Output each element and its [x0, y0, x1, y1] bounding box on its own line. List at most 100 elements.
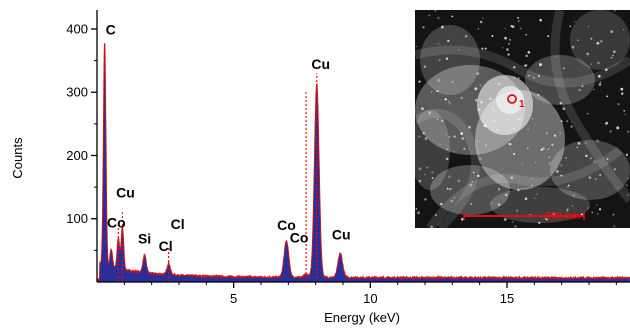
nanoparticle-dot [576, 146, 579, 148]
x-tick-label: 15 [500, 291, 514, 306]
nanoparticle-dot [477, 174, 480, 178]
nanoparticle-dot [507, 119, 509, 121]
peak-labels: C Cu Co Si Cl Cl Co Cu Co Cu [106, 22, 351, 254]
nanoparticle-dot [517, 76, 520, 80]
peak-label: Cu [311, 56, 330, 72]
nanoparticle-dot [439, 143, 441, 146]
nanoparticle-dot [451, 81, 454, 83]
nanoparticle-dot [598, 74, 601, 78]
nanoparticle-dot [421, 107, 424, 111]
nanoparticle-dot [596, 139, 600, 143]
nanoparticle-dot [424, 173, 426, 176]
nanoparticle-dot [534, 161, 537, 164]
nanoparticle-dot [604, 122, 607, 125]
peak-label: C [106, 22, 116, 38]
nanoparticle-dot [426, 166, 429, 169]
nanoparticle-dot [627, 177, 630, 180]
nanoparticle-dot [591, 211, 593, 214]
nanoparticle-dot [418, 179, 422, 183]
nanoparticle-dot [565, 157, 568, 159]
nanoparticle-dot [594, 178, 597, 181]
nanoparticle-dot [587, 25, 590, 28]
nanoparticle-dot [571, 205, 574, 207]
y-axis-title: Counts [10, 137, 25, 179]
nanoparticle-dot [477, 108, 481, 111]
nanoparticle-dot [538, 221, 541, 224]
nanoparticle-dot [493, 120, 495, 122]
nanoparticle-dot [536, 193, 538, 196]
nanoparticle-dot [453, 135, 456, 138]
peak-label: Co [107, 215, 126, 231]
nanoparticle-dot [461, 217, 464, 221]
nanoparticle-dot [606, 158, 609, 160]
nanoparticle-dot [626, 194, 629, 196]
nanofiber [550, 10, 630, 203]
scale-bar-label: 200 nm [546, 211, 581, 222]
nanoparticle-dot [424, 198, 427, 201]
nanoparticle-dot [539, 63, 543, 67]
nanoparticle-dot [540, 148, 544, 151]
nanoparticle-dot [497, 82, 501, 86]
nanoparticle-dot [542, 147, 545, 150]
peak-label: Co [290, 229, 309, 245]
nanofiber [415, 45, 630, 88]
nanoparticle-dot [489, 97, 492, 101]
nanoparticle-dot [539, 18, 543, 22]
nanoparticle-dot [556, 170, 559, 173]
nanoparticle-dot [533, 77, 535, 79]
analysis-point-label: 1 [519, 99, 525, 110]
nanoparticle-dot [511, 25, 515, 29]
particle-region [570, 10, 630, 70]
nanoparticle-dot [424, 137, 428, 140]
nanoparticle-dot [475, 98, 478, 102]
peak-label: Cu [332, 227, 351, 243]
nanoparticle-dot [559, 132, 562, 134]
particle-region [490, 187, 590, 223]
nanoparticle-dot [458, 49, 460, 51]
nanoparticle-dot [451, 15, 454, 18]
nanoparticle-dot [434, 213, 437, 217]
x-axis-title: Energy (keV) [324, 310, 400, 325]
nanoparticle-dot [610, 57, 613, 59]
nanoparticle-dot [476, 139, 479, 143]
nanoparticle-dot [457, 179, 461, 183]
nanoparticle-dot [512, 65, 516, 69]
nanoparticle-dot [525, 54, 528, 58]
peak-marker-lines [117, 73, 318, 282]
nanoparticle-dot [521, 163, 523, 165]
nanoparticle-dot [624, 113, 626, 116]
nanoparticle-dot [566, 210, 568, 213]
x-tick-label: 5 [230, 291, 237, 306]
nanoparticle-dot [609, 130, 613, 133]
nanoparticle-dot [617, 102, 620, 106]
nanoparticle-dot [551, 212, 555, 216]
nanoparticle-dot [590, 63, 592, 65]
nanoparticle-dot [509, 142, 512, 146]
nanoparticle-dot [422, 132, 425, 135]
nanoparticle-dot [508, 38, 511, 41]
nanoparticle-dot [597, 61, 600, 65]
nanoparticle-dot [545, 217, 548, 221]
nanoparticle-dot [446, 148, 448, 150]
nanoparticle-dot [445, 57, 449, 60]
nanoparticle-dot [588, 176, 592, 180]
nanoparticle-dot [496, 129, 499, 132]
nanoparticle-dot [518, 118, 521, 121]
nanoparticle-dot [547, 35, 550, 38]
nanoparticle-dot [519, 27, 522, 30]
nanoparticle-dot [479, 20, 483, 24]
nanoparticle-dot [614, 10, 616, 12]
stem-image-inset: 1 200 nm [415, 10, 630, 228]
peak-label: Cu [116, 184, 135, 200]
nanoparticle-dot [445, 134, 447, 136]
nanoparticle-dot [506, 48, 509, 51]
nanoparticle-dot [516, 209, 519, 212]
nanoparticle-dot [525, 34, 527, 36]
nanoparticle-dot [484, 47, 487, 50]
nanoparticle-dot [577, 142, 581, 145]
nanoparticle-dot [434, 10, 437, 12]
particle-region [430, 165, 510, 215]
nanoparticle-dot [449, 102, 452, 105]
nanoparticle-dot [418, 80, 421, 83]
